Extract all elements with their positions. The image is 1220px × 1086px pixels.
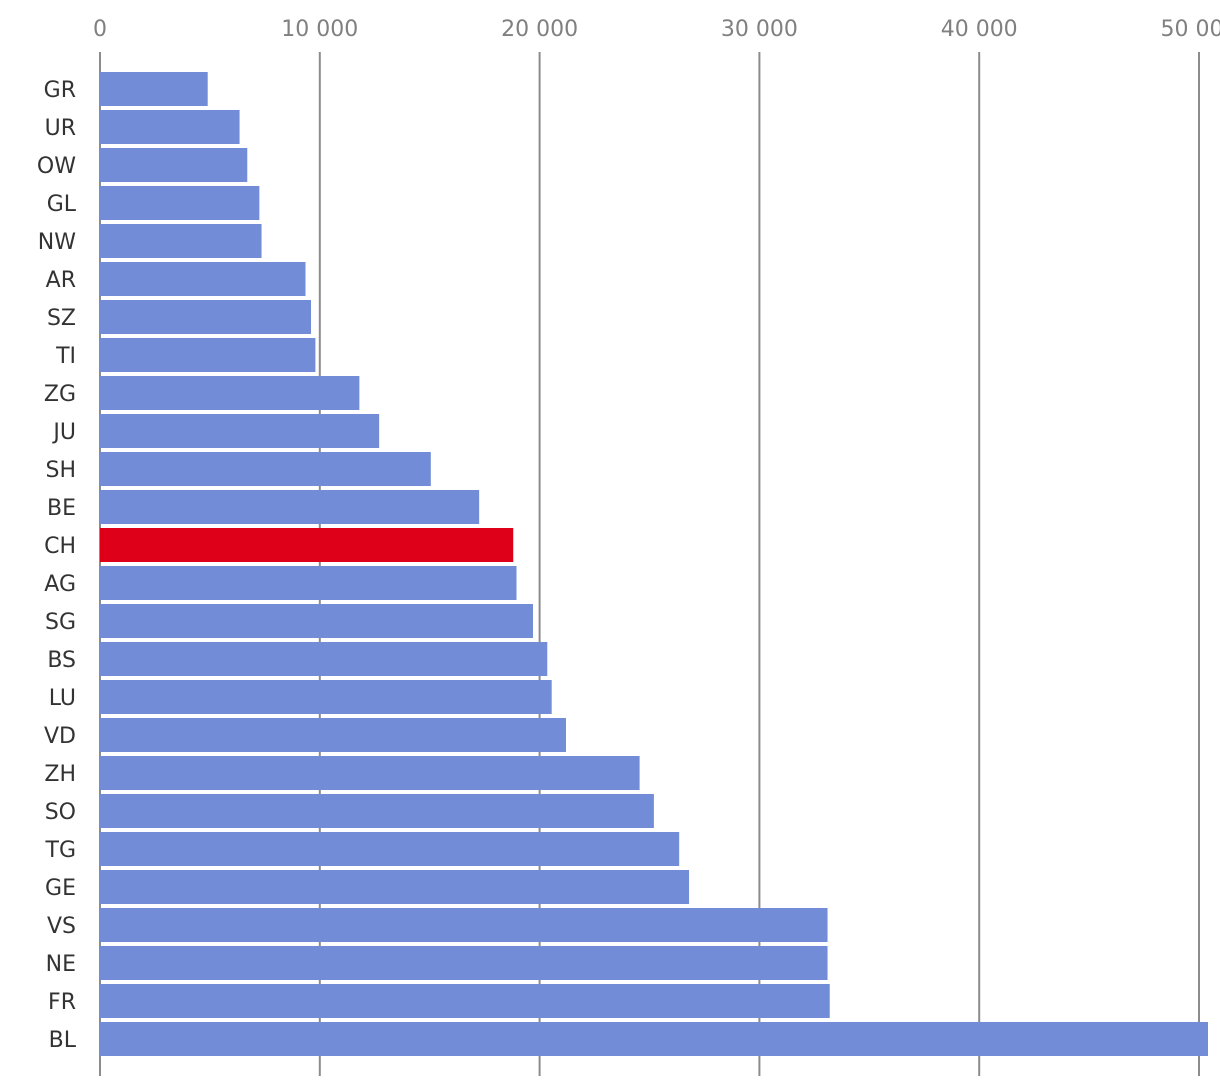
category-label-sg: SG [45,610,76,635]
category-label-so: SO [45,800,76,825]
bar-bs [100,642,548,676]
x-tick-label: 40 000 [941,17,1018,42]
x-tick-label: 50 000 [1161,17,1220,42]
category-label-ar: AR [46,268,76,293]
bar-tg [100,832,680,866]
bar-zh [100,756,640,790]
category-label-zg: ZG [44,382,76,407]
category-label-vs: VS [47,914,76,939]
x-tick-label: 20 000 [501,17,578,42]
x-axis-ticks: 0 10 000 20 000 30 000 40 000 50 000 [93,17,1220,42]
category-label-sh: SH [45,458,76,483]
bar-gr [100,72,208,106]
category-label-tg: TG [45,838,77,863]
x-tick-label: 0 [93,17,107,42]
bar-gl [100,186,260,220]
bar-lu [100,680,552,714]
bar-bl [100,1022,1208,1056]
category-label-ur: UR [45,116,76,141]
bar-sh [100,452,431,486]
category-label-zh: ZH [44,762,76,787]
bar-so [100,794,654,828]
bar-be [100,490,480,524]
bars [100,72,1208,1056]
bar-ag [100,566,517,600]
bar-nw [100,224,262,258]
category-label-ow: OW [37,154,76,179]
category-label-ge: GE [45,876,76,901]
category-label-be: BE [47,496,76,521]
bar-vd [100,718,566,752]
bar-vs [100,908,828,942]
category-label-vd: VD [44,724,76,749]
category-labels: GR UR OW GL NW AR SZ TI ZG JU SH BE CH AG SG BS LU VD ZH SO… [37,78,77,1053]
bar-ow [100,148,248,182]
x-tick-label: 10 000 [281,17,358,42]
category-label-ju: JU [51,420,76,445]
bar-ne [100,946,828,980]
category-label-ch: CH [44,534,76,559]
category-label-gr: GR [44,78,76,103]
category-label-ti: TI [55,344,76,369]
bar-ge [100,870,690,904]
x-tick-label: 30 000 [721,17,798,42]
category-label-fr: FR [48,990,76,1015]
category-label-ne: NE [46,952,76,977]
category-label-ag: AG [44,572,76,597]
bar-sz [100,300,312,334]
bar-ur [100,110,240,144]
bar-ar [100,262,306,296]
bar-ch [100,528,514,562]
category-label-bs: BS [47,648,76,673]
bar-ti [100,338,316,372]
bar-sg [100,604,534,638]
category-label-lu: LU [49,686,76,711]
bar-ju [100,414,380,448]
category-label-sz: SZ [47,306,76,331]
bar-fr [100,984,830,1018]
bar-zg [100,376,360,410]
category-label-nw: NW [38,230,76,255]
category-label-bl: BL [49,1028,77,1053]
category-label-gl: GL [47,192,77,217]
gridlines [99,52,1200,1076]
